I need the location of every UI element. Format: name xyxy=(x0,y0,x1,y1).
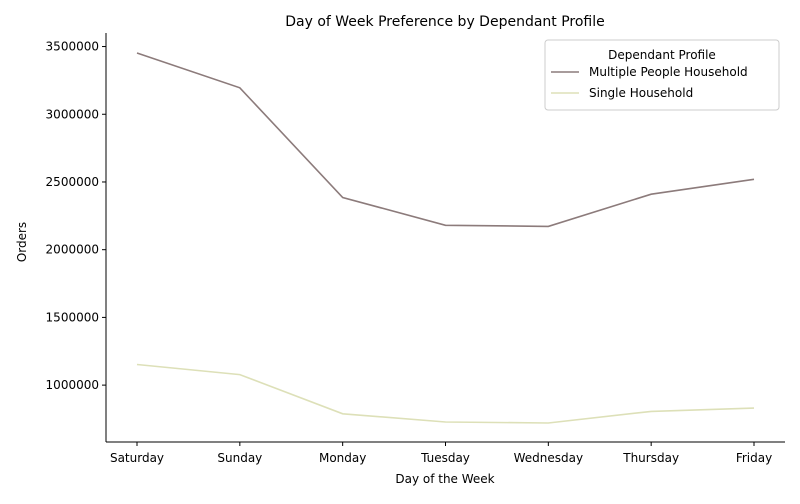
y-tick-label: 1500000 xyxy=(46,310,99,324)
y-axis-label: Orders xyxy=(15,222,29,262)
y-tick-label: 3000000 xyxy=(46,107,99,121)
x-axis-label: Day of the Week xyxy=(395,472,494,486)
y-axis-ticks: 1000000 1500000 2000000 2500000 3000000 35000… xyxy=(46,40,106,392)
x-tick-label: Monday xyxy=(319,451,366,465)
y-tick-label: 1000000 xyxy=(46,378,99,392)
x-tick-label: Tuesday xyxy=(420,451,470,465)
chart-title: Day of Week Preference by Dependant Prof… xyxy=(285,14,605,30)
series-line-single-household xyxy=(136,363,755,424)
x-tick-label: Wednesday xyxy=(514,451,583,465)
x-tick-label: Sunday xyxy=(217,451,262,465)
legend-title: Dependant Profile xyxy=(608,48,716,62)
legend-label: Single Household xyxy=(589,86,693,100)
legend: Dependant Profile Multiple People Househ… xyxy=(544,39,780,111)
x-axis-ticks: Saturday Sunday Monday Tuesday Wednesday Thur… xyxy=(110,442,772,465)
y-tick-label: 3500000 xyxy=(46,40,99,54)
x-tick-label: Friday xyxy=(736,451,772,465)
series-line-multiple-people-household xyxy=(136,52,755,228)
y-tick-label: 2500000 xyxy=(46,175,99,189)
x-tick-label: Thursday xyxy=(622,451,679,465)
x-tick-label: Saturday xyxy=(110,451,164,465)
legend-frame xyxy=(544,39,780,111)
legend-items: Multiple People Household Single Househol… xyxy=(551,65,748,100)
y-tick-label: 2000000 xyxy=(46,243,99,257)
series-lines xyxy=(136,52,755,424)
legend-label: Multiple People Household xyxy=(589,65,748,79)
